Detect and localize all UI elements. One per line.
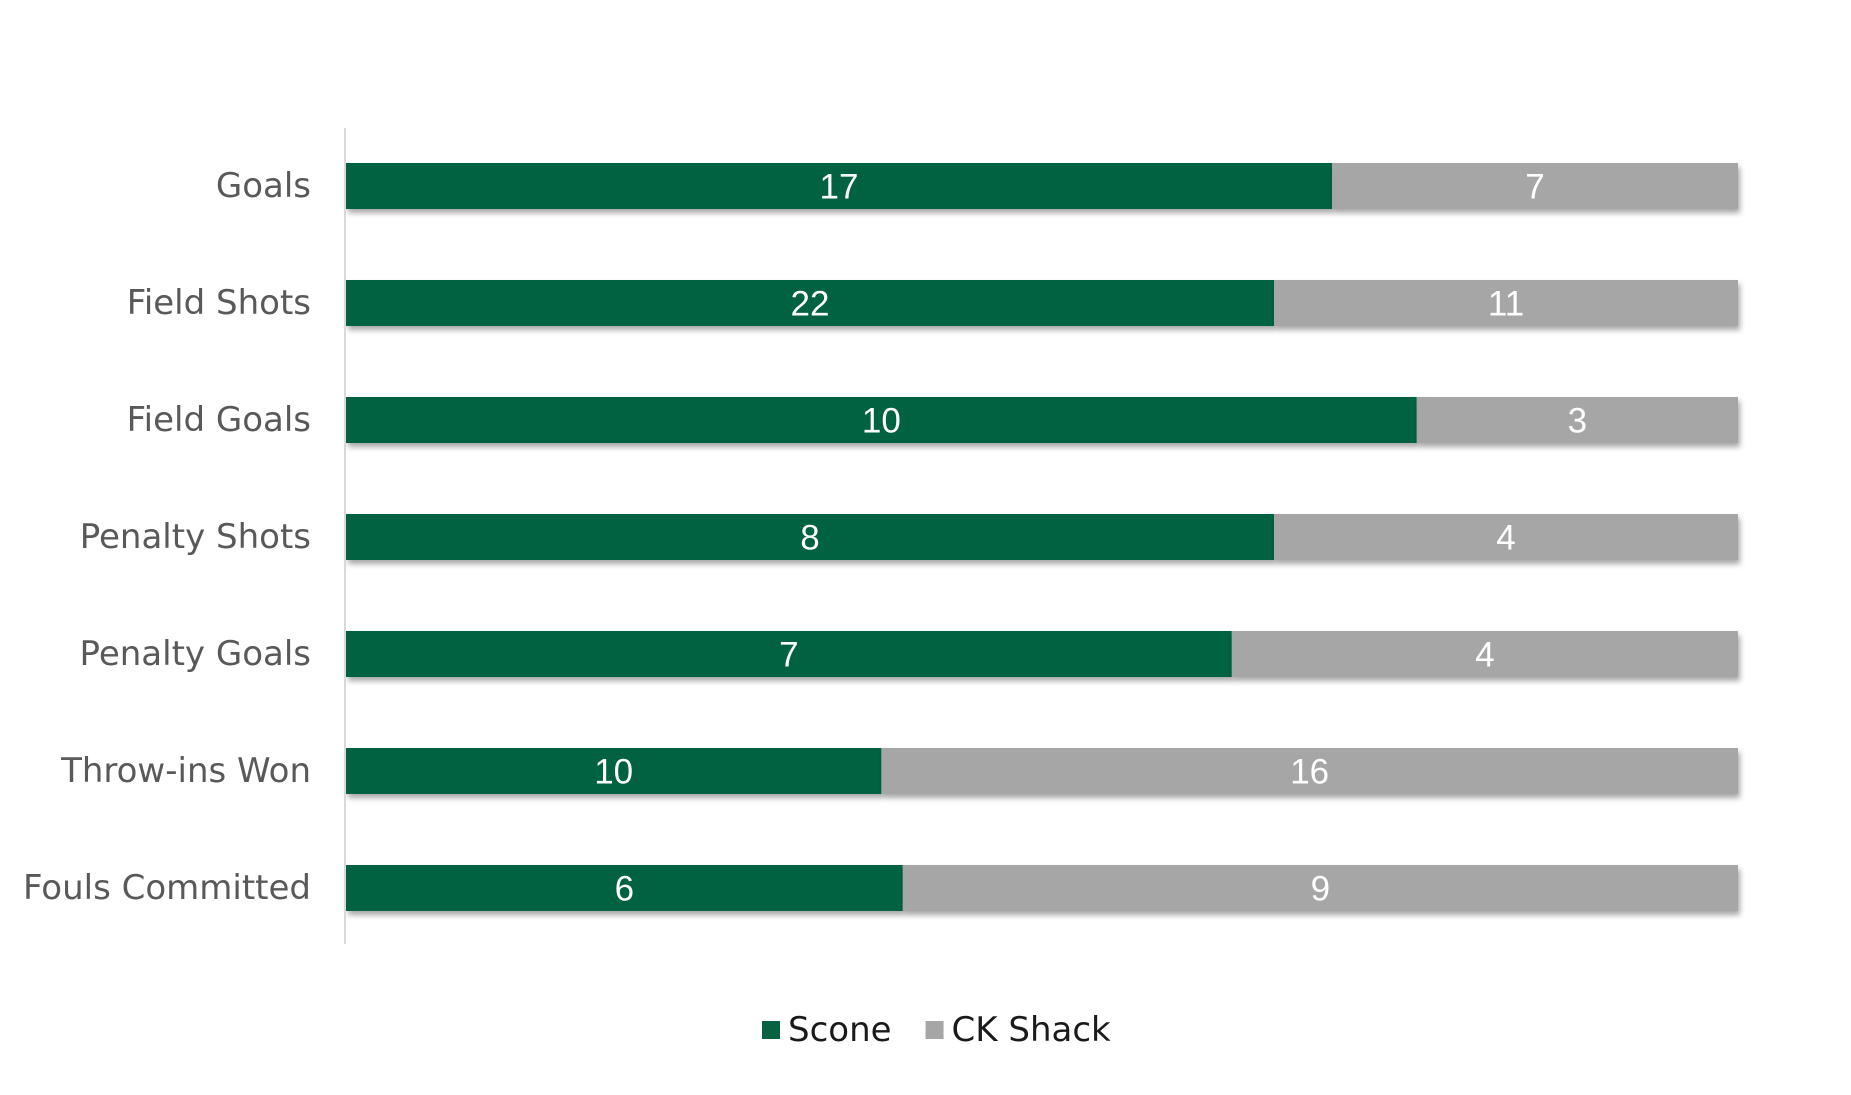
legend-swatch	[925, 1021, 944, 1039]
data-label: 3	[1568, 402, 1587, 441]
bar-scone	[346, 865, 903, 911]
category-label: Fouls Committed	[23, 868, 311, 908]
data-label: 6	[615, 870, 634, 909]
data-label: 22	[791, 285, 830, 324]
data-label: 17	[820, 168, 859, 207]
data-label: 4	[1496, 519, 1515, 558]
bars-group: 17 7 22 11 10 3 8 4 7 4 10 16 6 9	[346, 163, 1738, 911]
data-label: 10	[594, 753, 633, 792]
bar-scone	[346, 631, 1232, 677]
bar-scone	[346, 748, 882, 794]
data-label: 7	[1525, 168, 1544, 207]
data-label: 16	[1290, 753, 1329, 792]
bar-scone	[346, 397, 1417, 443]
bar-ck-shack	[881, 748, 1738, 794]
legend: Scone CK Shack	[762, 1010, 1111, 1050]
bar-ck-shack	[1231, 631, 1738, 677]
data-label: 8	[800, 519, 819, 558]
bar-ck-shack	[1416, 397, 1738, 443]
data-label: 4	[1475, 636, 1494, 675]
bar-ck-shack	[1332, 163, 1738, 209]
category-labels-group: Goals Field Shots Field Goals Penalty Shots…	[23, 166, 311, 908]
bar-ck-shack	[902, 865, 1738, 911]
bar-ck-shack	[1274, 514, 1738, 560]
data-label: 11	[1488, 285, 1524, 324]
category-label: Penalty Goals	[80, 634, 311, 674]
category-label: Goals	[216, 166, 311, 206]
category-label: Field Goals	[127, 400, 311, 440]
legend-label: CK Shack	[952, 1010, 1112, 1050]
legend-swatch	[762, 1021, 780, 1039]
data-label: 10	[862, 402, 901, 441]
bar-scone	[346, 163, 1332, 209]
category-label: Throw-ins Won	[60, 751, 311, 791]
data-label: 9	[1311, 870, 1330, 909]
data-label: 7	[779, 636, 798, 675]
bar-scone	[346, 514, 1274, 560]
bar-scone	[346, 280, 1274, 326]
legend-label: Scone	[788, 1010, 892, 1050]
category-label: Field Shots	[127, 283, 311, 323]
category-label: Penalty Shots	[80, 517, 311, 557]
bar-ck-shack	[1274, 280, 1738, 326]
